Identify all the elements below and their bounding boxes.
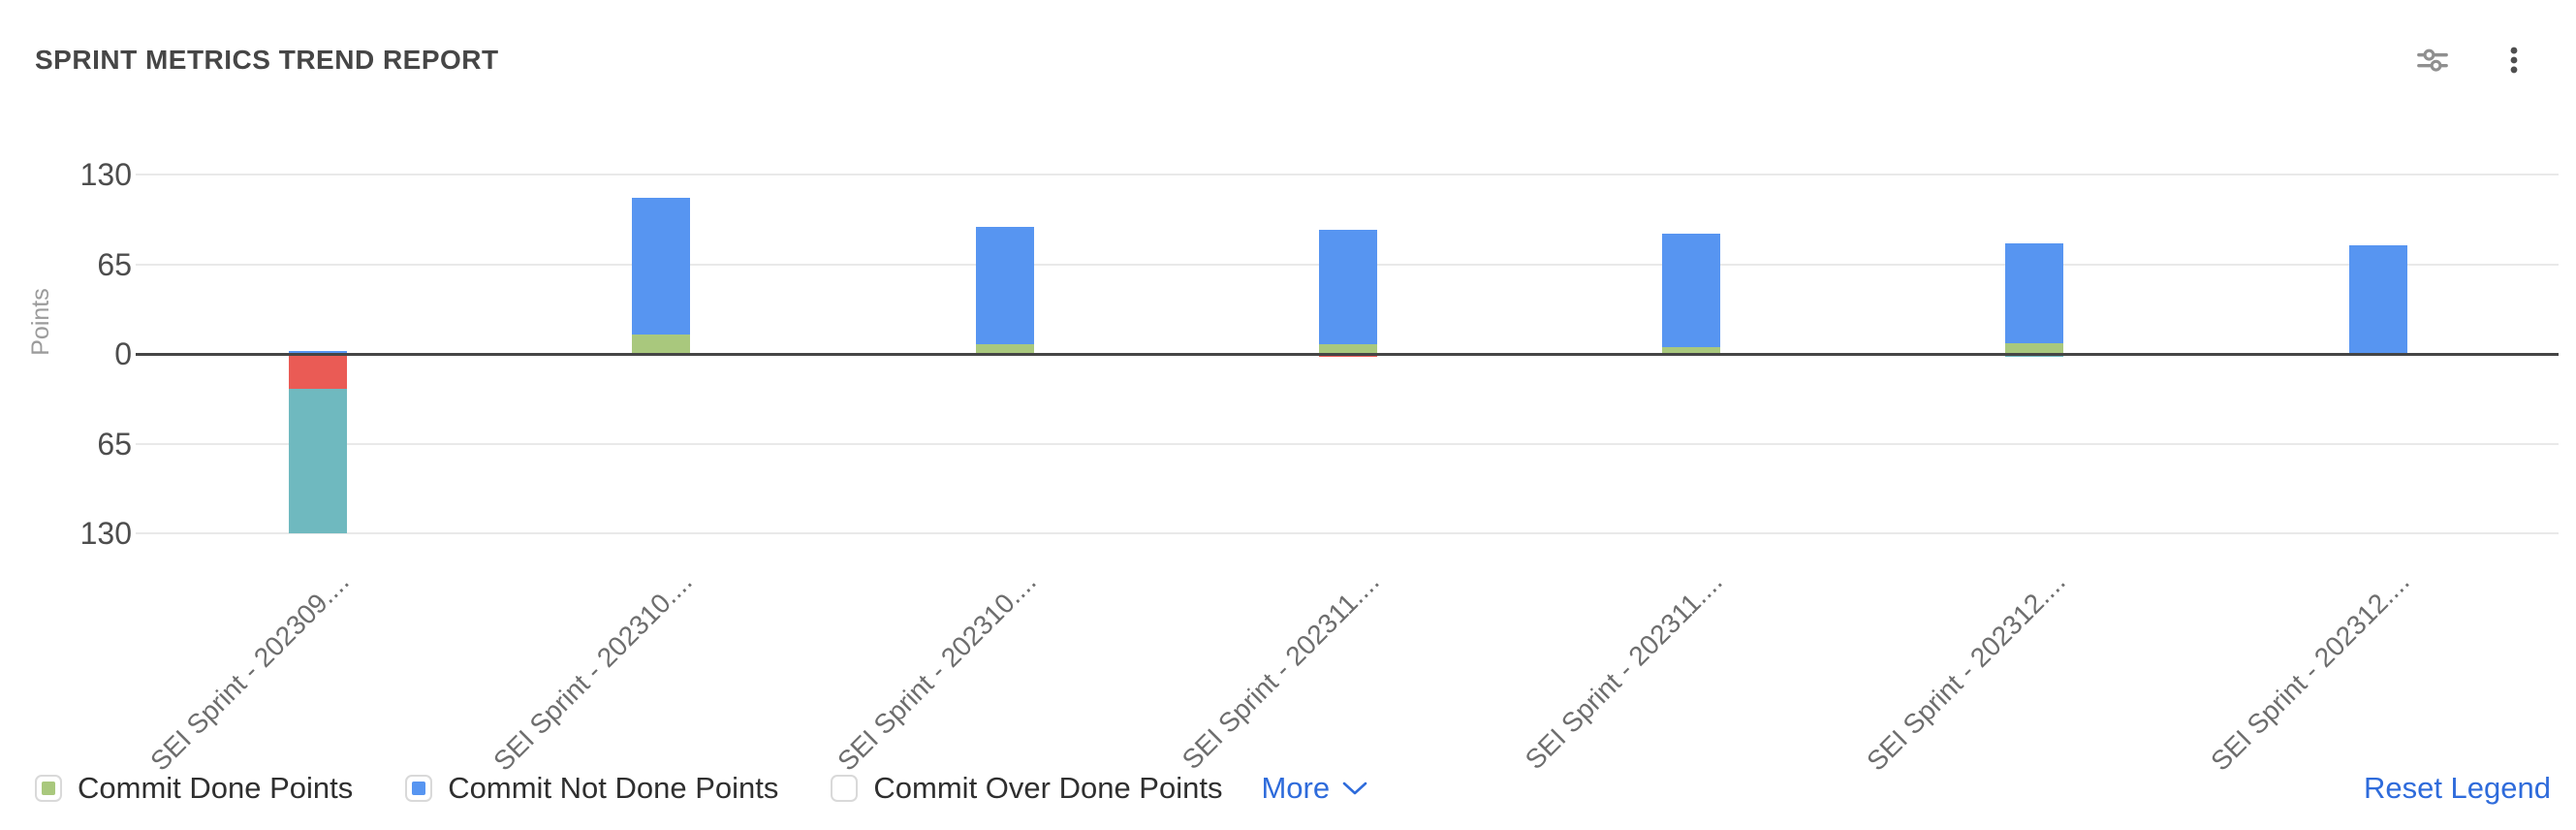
legend-item[interactable]: Commit Not Done Points [405,771,778,806]
bar-segment[interactable] [1319,229,1377,345]
legend-more-button[interactable]: More [1261,771,1368,806]
filter-sliders-glyph [2417,48,2448,72]
legend-color-swatch [42,782,55,795]
bar-segment[interactable] [1319,344,1377,354]
x-axis-zero-line [136,353,2559,356]
bar-segment[interactable] [2349,244,2407,354]
legend-items: Commit Done Points Commit Not Done Points… [35,771,1222,806]
bar-segment[interactable] [289,388,347,533]
bar-segment[interactable] [289,354,347,389]
legend-item-label: Commit Over Done Points [873,771,1223,805]
kebab-menu-icon[interactable] [2495,41,2533,80]
reset-legend-link[interactable]: Reset Legend [2363,771,2551,805]
bar-segment[interactable] [976,227,1034,345]
y-axis-tick-label: 130 [79,516,132,551]
legend-color-swatch [837,782,852,795]
legend-color-swatch [412,782,426,795]
y-axis-tick-label: 65 [97,246,132,282]
legend-checkbox[interactable] [405,775,433,802]
bar-segment[interactable] [1662,346,1720,354]
gridline [136,532,2559,534]
gridline [136,442,2559,445]
legend-checkbox[interactable] [35,775,62,802]
y-axis-tick-label: 65 [97,426,132,462]
bar-segment[interactable] [632,198,690,335]
page-title: SPRINT METRICS TREND REPORT [35,45,499,75]
y-axis-tick-label: 0 [114,336,132,371]
legend-item[interactable]: Commit Done Points [35,771,353,806]
legend-item-label: Commit Done Points [78,771,354,805]
bar-segment[interactable] [2005,342,2063,354]
bar-segment[interactable] [632,335,690,354]
gridline [136,174,2559,176]
y-axis-tick-label: 130 [79,157,132,192]
chevron-down-icon [1342,782,1367,795]
legend-item[interactable]: Commit Over Done Points [831,771,1222,806]
chart-legend: Commit Done Points Commit Not Done Points… [35,758,2551,818]
kebab-menu-glyph [2510,47,2518,74]
bar-segment[interactable] [976,344,1034,354]
legend-more-label: More [1261,771,1331,805]
bar-segment[interactable] [1662,234,1720,347]
filter-sliders-icon[interactable] [2413,41,2452,80]
bar-segment[interactable] [289,351,347,354]
bar-segment[interactable] [2005,243,2063,343]
legend-item-label: Commit Not Done Points [448,771,779,805]
widget-header-actions [2413,41,2533,80]
legend-checkbox[interactable] [831,775,859,802]
